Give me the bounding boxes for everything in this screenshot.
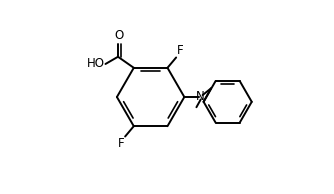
Text: F: F xyxy=(118,138,124,151)
Text: N: N xyxy=(196,90,205,104)
Text: F: F xyxy=(177,43,184,56)
Text: HO: HO xyxy=(87,57,105,70)
Text: O: O xyxy=(115,29,124,42)
